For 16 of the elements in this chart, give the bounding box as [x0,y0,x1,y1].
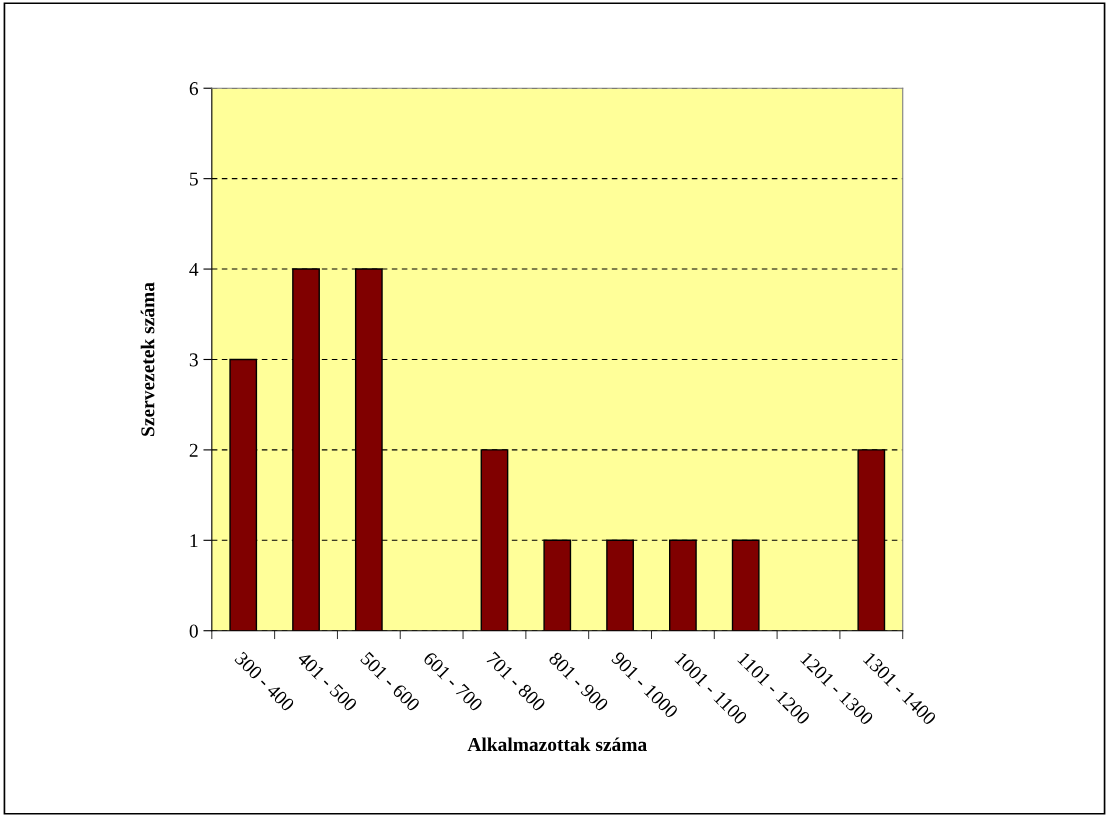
y-tick-label: 3 [189,353,198,367]
y-tick-label: 6 [189,82,199,96]
bar [354,268,383,631]
y-axis-title: Szervezetek száma [140,282,155,436]
x-tick-label: 401 - 500 [296,650,358,713]
x-tick-label: 801 - 900 [548,651,610,713]
y-tick-label: 5 [190,172,198,186]
y-tick-label: 2 [189,443,198,457]
y-tick-label: 4 [189,263,199,276]
y-tick-label: 1 [190,534,198,548]
x-tick-label: 701 - 800 [485,651,547,713]
x-tick-label: 501 - 600 [359,651,421,713]
y-tick-label: 0 [189,624,198,638]
x-tick-label: 300 - 400 [234,651,295,713]
x-axis-title: Alkalmazottak száma [467,737,647,752]
x-tick-label: 601 - 700 [422,651,484,713]
